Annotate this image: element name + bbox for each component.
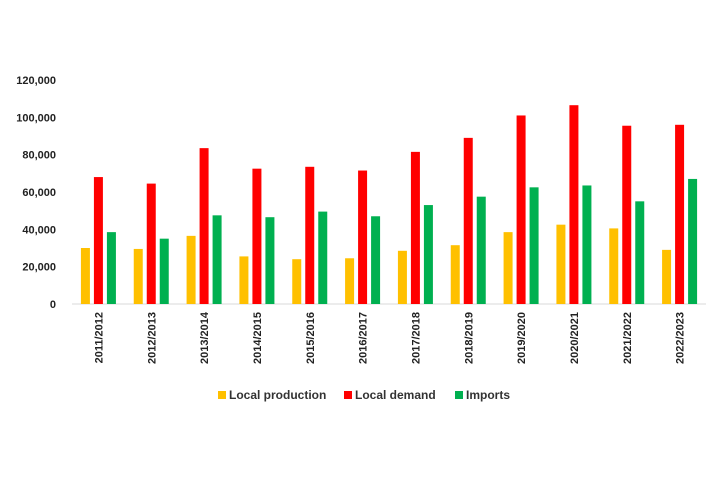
y-tick-label: 120,000 (16, 75, 56, 87)
x-tick-label: 2013/2014 (199, 311, 211, 364)
bar-local-production (662, 249, 672, 304)
x-tick-label: 2019/2020 (516, 312, 528, 364)
bar-local-production (556, 224, 566, 304)
bar-local-production (133, 248, 143, 304)
x-tick-label: 2018/2019 (463, 312, 475, 364)
y-tick-label: 20,000 (22, 262, 56, 274)
x-tick-label: 2012/2013 (146, 312, 158, 364)
bar-local-production (503, 232, 513, 304)
bar-local-demand (516, 115, 526, 304)
legend-label: Imports (466, 388, 510, 402)
y-tick-label: 0 (50, 299, 56, 311)
x-tick-label: 2014/2015 (252, 312, 264, 364)
bar-local-demand (569, 105, 579, 304)
bar-imports (476, 196, 486, 304)
bar-imports (159, 238, 169, 304)
bar-local-production (397, 250, 407, 304)
bar-local-demand (410, 151, 420, 304)
legend-swatch (218, 391, 226, 399)
x-tick-label: 2020/2021 (569, 312, 581, 364)
bar-local-production (345, 258, 355, 304)
bar-imports (529, 187, 539, 304)
y-tick-label: 60,000 (22, 187, 56, 199)
y-tick-label: 80,000 (22, 150, 56, 162)
bar-local-demand (675, 124, 685, 304)
bar-imports (371, 216, 381, 304)
bar-local-demand (146, 183, 156, 304)
x-tick-label: 2015/2016 (305, 312, 317, 364)
bar-imports (106, 232, 116, 304)
bar-imports (582, 185, 592, 304)
x-axis: 2011/2012 2012/2013 2013/2014 2014/2015 2015… (93, 311, 686, 364)
y-tick-label: 100,000 (16, 112, 56, 124)
x-tick-label: 2022/2023 (675, 312, 687, 364)
bar-local-production (80, 248, 90, 304)
bar-imports (423, 205, 433, 304)
bar-imports (212, 215, 222, 304)
legend-swatch (455, 391, 463, 399)
x-tick-label: 2011/2012 (93, 312, 105, 363)
legend-label: Local demand (355, 388, 436, 402)
bar-imports (688, 178, 698, 304)
bar-local-production (239, 256, 249, 304)
bar-local-demand (622, 125, 632, 304)
legend: Local production Local demand Imports (218, 388, 510, 402)
x-tick-label: 2017/2018 (410, 312, 422, 364)
legend-swatch (344, 391, 352, 399)
bar-local-demand (463, 137, 473, 304)
bars-group (80, 105, 698, 304)
bar-local-production (186, 235, 196, 304)
bar-local-demand (305, 166, 315, 304)
bar-imports (318, 211, 328, 304)
bar-imports (265, 217, 275, 304)
bar-local-demand (93, 177, 103, 304)
bar-local-production (450, 245, 460, 304)
bar-imports (635, 201, 645, 304)
y-tick-label: 40,000 (22, 224, 56, 236)
bar-local-production (609, 228, 619, 304)
bar-local-demand (252, 168, 262, 304)
x-tick-label: 2016/2017 (358, 312, 370, 364)
legend-label: Local production (229, 388, 326, 402)
x-tick-label: 2021/2022 (622, 312, 634, 364)
bar-local-production (292, 259, 302, 304)
y-axis: 0 20,000 40,000 60,000 80,000 100,000 120,000 (16, 75, 706, 311)
bar-local-demand (199, 148, 209, 304)
bar-local-demand (358, 170, 368, 304)
